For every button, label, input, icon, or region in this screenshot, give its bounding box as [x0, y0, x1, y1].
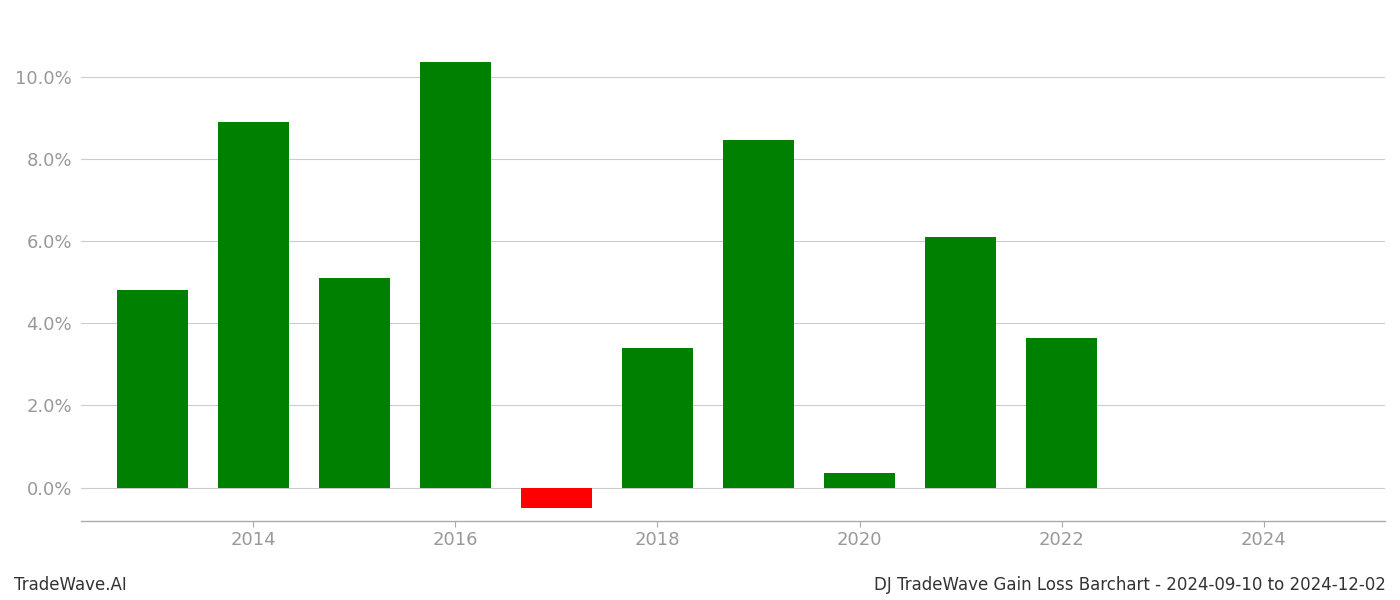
Bar	[521, 488, 592, 508]
Bar	[825, 473, 895, 488]
Bar	[724, 140, 794, 488]
Bar	[622, 348, 693, 488]
Bar	[319, 278, 389, 488]
Bar	[925, 237, 995, 488]
Bar	[218, 122, 288, 488]
Bar	[1026, 338, 1098, 488]
Text: TradeWave.AI: TradeWave.AI	[14, 576, 127, 594]
Bar	[420, 62, 491, 488]
Bar	[116, 290, 188, 488]
Text: DJ TradeWave Gain Loss Barchart - 2024-09-10 to 2024-12-02: DJ TradeWave Gain Loss Barchart - 2024-0…	[874, 576, 1386, 594]
